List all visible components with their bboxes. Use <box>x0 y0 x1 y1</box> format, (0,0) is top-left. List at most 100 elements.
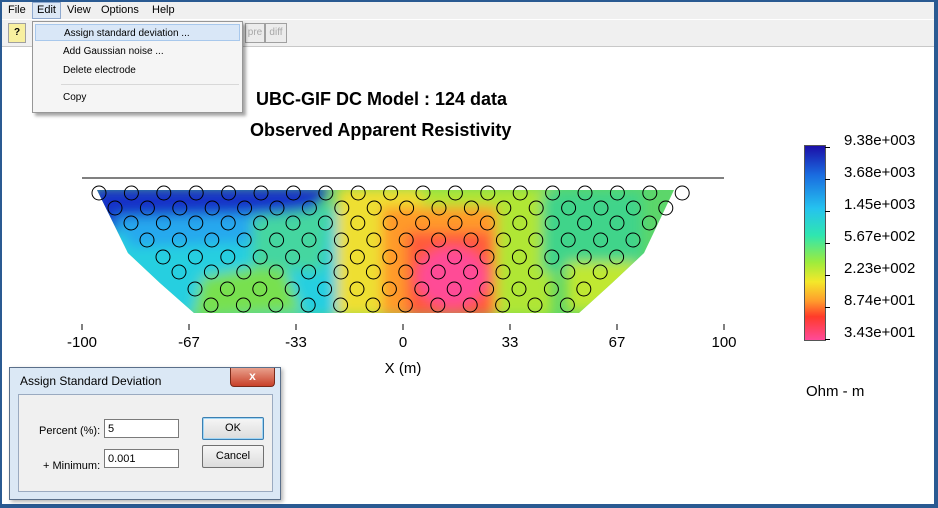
electrode-marker <box>414 249 430 265</box>
x-tick-label: -67 <box>178 334 200 351</box>
menu-item-assign-std-dev[interactable]: Assign standard deviation ... <box>35 24 240 41</box>
electrode-marker <box>334 200 350 216</box>
colorbar-tick <box>825 243 830 244</box>
colorbar-tick <box>825 275 830 276</box>
electrode-marker <box>156 185 172 201</box>
colorbar-tick <box>825 211 830 212</box>
electrode-marker <box>528 200 544 216</box>
electrode-marker <box>236 232 252 248</box>
electrode-marker <box>285 215 301 231</box>
electrode-marker <box>430 264 446 280</box>
electrode-marker <box>123 215 139 231</box>
ok-button[interactable]: OK <box>202 417 264 440</box>
electrode-marker <box>496 200 512 216</box>
electrode-marker <box>269 200 285 216</box>
electrode-marker <box>365 264 381 280</box>
electrode-marker <box>641 215 657 231</box>
electrode-marker <box>609 249 625 265</box>
electrode-marker <box>253 215 269 231</box>
electrode-marker <box>317 281 333 297</box>
colorbar <box>804 145 826 341</box>
electrode-marker <box>203 297 219 313</box>
electrode-marker <box>447 185 463 201</box>
electrode-marker <box>236 264 252 280</box>
electrode-marker <box>592 264 608 280</box>
electrode-marker <box>609 215 625 231</box>
electrode-marker <box>495 232 511 248</box>
electrode-marker <box>544 215 560 231</box>
electrode-marker <box>625 232 641 248</box>
electrode-marker <box>172 200 188 216</box>
pre-button[interactable]: pre <box>245 23 265 43</box>
menu-file[interactable]: File <box>8 4 26 16</box>
electrode-marker <box>399 200 415 216</box>
plot-title: UBC-GIF DC Model : 124 data <box>256 89 508 109</box>
menu-item-delete-electrode[interactable]: Delete electrode <box>63 65 136 76</box>
electrode-marker <box>171 264 187 280</box>
menu-help[interactable]: Help <box>152 4 175 16</box>
electrode-marker <box>431 232 447 248</box>
electrode-marker <box>349 281 365 297</box>
electrode-marker <box>269 232 285 248</box>
electrode-marker <box>543 281 559 297</box>
menu-item-copy[interactable]: Copy <box>63 92 87 103</box>
cancel-button[interactable]: Cancel <box>202 445 264 468</box>
electrode-marker <box>544 249 560 265</box>
close-icon[interactable]: x <box>230 368 275 387</box>
electrode-marker <box>511 281 527 297</box>
menu-bar: File Edit View Options Help <box>2 2 934 19</box>
electrode-marker <box>545 185 561 201</box>
electrode-marker <box>674 185 690 201</box>
electrode-marker <box>301 264 317 280</box>
electrode-marker <box>462 297 478 313</box>
menu-options[interactable]: Options <box>101 4 139 16</box>
electrode-marker <box>188 185 204 201</box>
electrode-marker <box>220 249 236 265</box>
electrode-marker <box>317 215 333 231</box>
resistivity-heatmap <box>97 190 674 313</box>
electrode-marker <box>398 264 414 280</box>
assign-std-dev-dialog: Assign Standard Deviation x Percent (%):… <box>9 367 281 500</box>
electrode-marker <box>220 215 236 231</box>
electrode-marker <box>301 200 317 216</box>
electrode-marker <box>447 215 463 231</box>
menu-edit[interactable]: Edit <box>32 2 61 19</box>
electrode-marker <box>107 200 123 216</box>
x-tick-label: 67 <box>609 334 626 351</box>
percent-label: Percent (%): <box>39 425 101 437</box>
electrode-marker <box>560 264 576 280</box>
electrode-marker <box>447 249 463 265</box>
electrode-marker <box>333 297 349 313</box>
electrode-marker <box>658 200 674 216</box>
electrode-marker <box>398 232 414 248</box>
diff-button[interactable]: diff <box>265 23 287 43</box>
electrode-marker <box>593 232 609 248</box>
electrode-marker <box>512 185 528 201</box>
percent-input[interactable]: 5 <box>104 419 179 438</box>
electrode-marker <box>252 281 268 297</box>
electrode-marker <box>382 249 398 265</box>
help-icon[interactable]: ? <box>8 23 26 43</box>
electrode-marker <box>382 215 398 231</box>
electrode-marker <box>593 200 609 216</box>
electrode-marker <box>463 264 479 280</box>
electrode-marker <box>333 264 349 280</box>
electrode-marker <box>318 185 334 201</box>
edit-menu-dropdown: Assign standard deviation ... Add Gaussi… <box>32 21 243 113</box>
electrode-marker <box>560 232 576 248</box>
electrode-marker <box>155 215 171 231</box>
electrode-marker <box>188 215 204 231</box>
menu-view[interactable]: View <box>67 4 91 16</box>
electrode-marker <box>139 200 155 216</box>
electrode-marker <box>414 281 430 297</box>
electrode-marker <box>285 249 301 265</box>
colorbar-label: 1.45e+003 <box>844 196 916 213</box>
menu-item-add-gaussian-noise[interactable]: Add Gaussian noise ... <box>63 46 164 57</box>
electrode-markers <box>91 185 690 313</box>
electrode-marker <box>171 232 187 248</box>
electrode-marker <box>235 297 251 313</box>
colorbar-tick <box>825 339 830 340</box>
electrode-marker <box>527 297 543 313</box>
minimum-input[interactable]: 0.001 <box>104 449 179 468</box>
